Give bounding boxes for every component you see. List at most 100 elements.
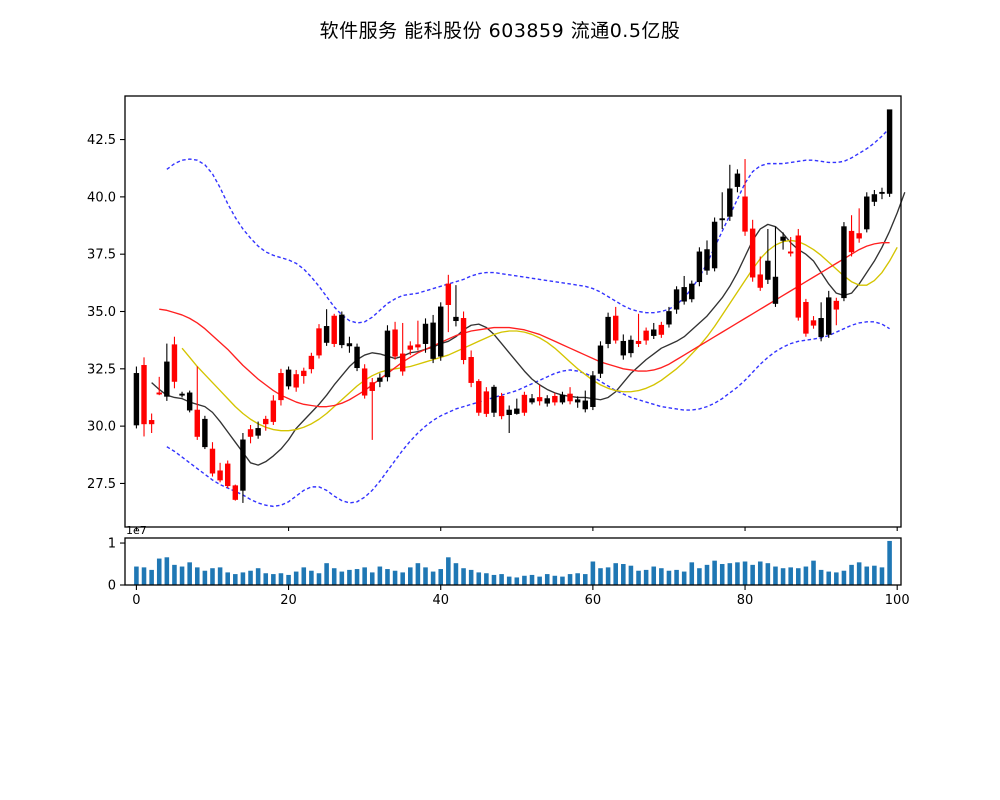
candlestick [734, 169, 741, 193]
ma-mid [181, 239, 898, 432]
candle-body [628, 339, 634, 354]
volume-bar [415, 563, 421, 585]
volume-bar [719, 564, 725, 585]
candle-body [270, 400, 277, 422]
candlestick [886, 109, 893, 197]
volume-bar [636, 570, 641, 585]
candlestick [240, 433, 246, 503]
candlestick [765, 228, 771, 284]
candle-body [544, 398, 550, 404]
candlestick [156, 376, 162, 396]
candlestick [468, 350, 474, 388]
candlestick [209, 442, 216, 477]
candle-body [651, 329, 657, 336]
volume-bar [233, 574, 238, 585]
candle-body [552, 395, 558, 403]
candle-body [696, 251, 703, 283]
band-upper [166, 127, 891, 324]
price-y-tick-label: 42.5 [87, 133, 116, 148]
candlestick [749, 219, 756, 282]
price-y-tick-label: 30.0 [87, 420, 116, 435]
volume-bar [659, 568, 664, 585]
volume-bar [582, 574, 588, 585]
volume-x-tick-label: 0 [132, 593, 140, 608]
candlestick [308, 352, 315, 374]
volume-bar [704, 564, 710, 585]
candlestick [628, 335, 634, 358]
volume-bar [461, 568, 466, 585]
bollinger-bands [166, 127, 891, 508]
volume-bar [408, 567, 413, 585]
volume-series [134, 540, 892, 585]
volume-bar [248, 570, 253, 585]
candlestick [590, 371, 596, 411]
volume-bar [681, 571, 687, 585]
candle-body [323, 326, 330, 343]
candle-body [438, 306, 444, 357]
price-y-tick-label: 40.0 [87, 190, 116, 205]
candlestick [818, 302, 824, 342]
volume-bar [765, 563, 771, 585]
candlestick [681, 275, 687, 305]
candle-body [407, 345, 414, 350]
volume-bar [872, 565, 877, 585]
candlestick [255, 421, 261, 439]
candlestick [514, 398, 520, 415]
price-axis: 27.5 30.0 32.5 35.0 37.5 40.0 42.5 [87, 133, 898, 531]
volume-x-tick-label: 100 [885, 593, 910, 608]
volume-bar [552, 575, 558, 585]
candle-body [620, 340, 627, 356]
candle-body [711, 221, 718, 269]
candle-body [810, 320, 817, 326]
candle-body [301, 370, 307, 377]
volume-bar [864, 566, 870, 585]
candle-body [460, 318, 467, 360]
candle-body [445, 283, 452, 305]
candlestick [635, 313, 642, 348]
candle-body [209, 448, 216, 474]
candle-body [787, 251, 794, 254]
price-panel-frame [124, 95, 902, 528]
candle-body [582, 400, 588, 410]
candle-body [795, 235, 802, 318]
page-title: 软件服务 能科股份 603859 流通0.5亿股 [319, 20, 681, 42]
volume-bar [172, 564, 177, 585]
candlestick [263, 415, 269, 431]
volume-plot-border [124, 537, 902, 586]
volume-bar [674, 569, 679, 585]
candlestick [696, 247, 703, 287]
candlestick [552, 392, 558, 406]
volume-bar [194, 567, 200, 585]
candle-body [339, 314, 345, 346]
candlestick [757, 256, 763, 291]
candle-body [658, 324, 665, 335]
candle-body [308, 355, 315, 370]
candlestick [171, 336, 178, 389]
volume-bar [278, 573, 284, 585]
candlestick [727, 164, 733, 221]
candle-body [346, 343, 353, 347]
candlestick [826, 290, 832, 338]
candle-body [826, 297, 832, 335]
volume-bar [514, 577, 520, 585]
candle-body [666, 311, 672, 325]
candle-body [879, 191, 885, 194]
volume-bar [324, 563, 329, 585]
candlestick [384, 325, 391, 382]
volume-bar [605, 567, 611, 585]
candlestick [278, 368, 284, 406]
volume-bar [179, 566, 185, 585]
candlestick [544, 395, 550, 407]
volume-bar [347, 569, 352, 585]
candlestick [658, 321, 665, 338]
candlestick [476, 379, 482, 416]
volume-bar [156, 558, 162, 585]
volume-bar [598, 568, 603, 585]
candlestick [339, 311, 345, 349]
volume-bar [271, 574, 276, 585]
candle-body [780, 236, 786, 241]
candlestick [856, 208, 862, 243]
volume-bar [354, 569, 360, 585]
candle-body [506, 409, 512, 416]
